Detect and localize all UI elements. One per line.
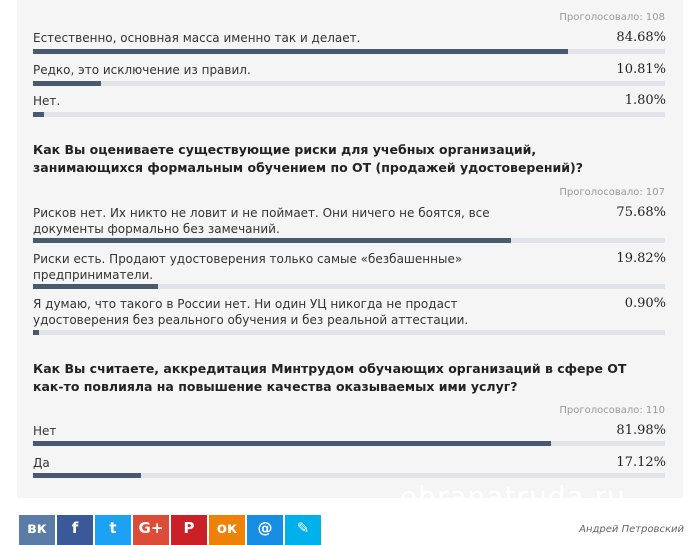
vk-share-button[interactable]: вк	[19, 515, 55, 545]
watermark: ohranatruda.ru	[400, 480, 626, 513]
poll-option-percent: 19.82%	[616, 251, 666, 266]
google-plus-share-button[interactable]: G+	[133, 515, 169, 545]
facebook-icon: f	[71, 519, 79, 537]
livejournal-icon: ✎	[296, 519, 310, 537]
vote-count: Проголосовало: 107	[559, 187, 665, 198]
poll-option-percent: 75.68%	[616, 205, 666, 220]
poll-bar-track	[33, 284, 665, 289]
vote-count: Проголосовало: 108	[559, 12, 665, 23]
poll-option-label: Рисков нет. Их никто не ловит и не пойма…	[33, 206, 490, 236]
livejournal-share-button[interactable]: ✎	[285, 515, 321, 545]
vk-icon: вк	[27, 519, 47, 537]
poll-option-label: Да	[33, 456, 50, 470]
poll-option-label: Риски есть. Продают удостоверения только…	[33, 252, 463, 282]
poll-bar-fill	[33, 49, 569, 54]
poll-bar-track	[33, 441, 665, 446]
poll-bar-track	[33, 238, 665, 243]
poll-option-percent: 84.68%	[616, 30, 666, 45]
vote-count: Проголосовало: 110	[559, 405, 665, 416]
poll-option-label: Естественно, основная масса именно так и…	[33, 31, 361, 45]
twitter-share-button[interactable]: t	[95, 515, 131, 545]
poll-bar-fill	[33, 441, 552, 446]
poll-question: Как Вы оцениваете существующие риски для…	[33, 142, 583, 175]
poll-bar-track	[33, 81, 665, 86]
odnoklassniki-icon: ок	[216, 519, 238, 537]
mail-ru-share-button[interactable]: @	[247, 515, 283, 545]
poll-bar-track	[33, 330, 665, 335]
odnoklassniki-share-button[interactable]: ок	[209, 515, 245, 545]
poll-question: Как Вы считаете, аккредитация Минтрудом …	[33, 361, 627, 394]
pinterest-icon: P	[183, 519, 195, 537]
poll-bar-track	[33, 49, 665, 54]
poll-option-label: Нет.	[33, 94, 61, 108]
poll-option-label: Редко, это исключение из правил.	[33, 63, 251, 77]
twitter-icon: t	[109, 519, 117, 537]
poll-option-label: Я думаю, что такого в России нет. Ни оди…	[33, 297, 469, 327]
poll-bar-track	[33, 473, 665, 478]
poll-bar-track	[33, 112, 665, 117]
poll-option-percent: 17.12%	[616, 455, 666, 470]
poll-bar-fill	[33, 284, 159, 289]
mail-ru-icon: @	[257, 519, 273, 537]
pinterest-share-button[interactable]: P	[171, 515, 207, 545]
poll-bar-fill	[33, 330, 39, 335]
poll-bar-fill	[33, 238, 512, 243]
poll-option-percent: 1.80%	[624, 93, 666, 108]
poll-bar-fill	[33, 112, 45, 117]
poll-option-label: Нет	[33, 424, 57, 438]
poll-option-percent: 10.81%	[616, 62, 666, 77]
poll-bar-fill	[33, 81, 102, 86]
poll-bar-fill	[33, 473, 142, 478]
poll-option-percent: 81.98%	[616, 423, 666, 438]
author-name: Андрей Петровский	[579, 524, 684, 535]
google-plus-icon: G+	[138, 519, 164, 537]
facebook-share-button[interactable]: f	[57, 515, 93, 545]
poll-option-percent: 0.90%	[624, 296, 666, 311]
